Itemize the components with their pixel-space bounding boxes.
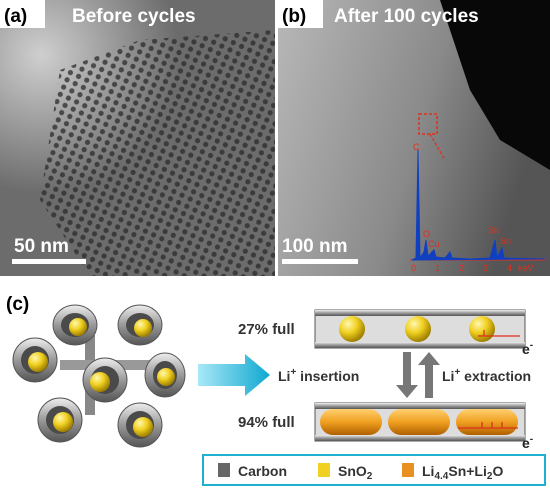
scale-bar <box>12 259 86 264</box>
shape <box>469 316 495 342</box>
shape <box>90 372 110 392</box>
scale-label: 100 nm <box>282 236 347 257</box>
extraction-arrow <box>418 352 440 398</box>
tube-top <box>314 309 526 349</box>
panel-label: (a) <box>4 6 27 27</box>
axis-unit: keV <box>518 263 534 273</box>
axis-label: 1 <box>435 263 440 273</box>
text-part: SnO <box>338 463 367 479</box>
legend-swatch <box>318 463 330 477</box>
legend-label: SnO2 <box>338 463 373 482</box>
axis-label: 2 <box>459 263 464 273</box>
legend-swatch <box>402 463 414 477</box>
label-box <box>278 0 323 28</box>
shape <box>405 316 431 342</box>
shape <box>315 403 525 409</box>
text-part: insertion <box>296 368 359 384</box>
electron-label: e- <box>522 340 533 357</box>
text-part: Carbon <box>238 463 287 479</box>
shape <box>157 368 175 386</box>
text-part: 2 <box>367 471 373 482</box>
shape <box>458 422 518 429</box>
shape <box>69 318 87 336</box>
state-label: 27% full <box>238 321 295 338</box>
text-part: Li <box>278 368 290 384</box>
text-part: 4.4 <box>434 471 448 482</box>
process-arrow <box>198 354 270 396</box>
tube-bottom <box>314 402 526 442</box>
text-part: e <box>522 341 530 357</box>
text-part: Li <box>422 463 434 479</box>
text-part: - <box>530 340 533 351</box>
shape <box>478 330 520 337</box>
text-part: Sn+Li <box>448 463 487 479</box>
peak-label: Cu <box>428 239 440 249</box>
dark-region <box>440 0 550 170</box>
text-part: + <box>454 367 460 378</box>
panel-label: (c) <box>6 294 29 315</box>
text-part: e <box>522 435 530 451</box>
shape <box>53 412 73 432</box>
shape <box>315 435 525 441</box>
panel-c: (c) <box>6 294 546 486</box>
text-part: 2 <box>487 471 493 482</box>
shape <box>315 310 525 316</box>
eds-spectrum <box>411 149 546 261</box>
shape <box>28 318 175 437</box>
scale-bar <box>282 259 358 264</box>
shape <box>456 409 518 435</box>
panel-a: (a) Before cycles 50 nm <box>0 0 275 276</box>
shape <box>28 352 48 372</box>
peak-label: Sn <box>500 236 511 246</box>
cmk-bundle <box>12 304 186 448</box>
peak-label: C <box>413 142 420 152</box>
peak-label: Sn <box>488 225 499 235</box>
panel-title: After 100 cycles <box>334 6 479 27</box>
text-part: extraction <box>460 368 531 384</box>
electron-label: e- <box>522 434 533 451</box>
panel-b: (b) After 100 cycles 100 nm C O Cu Sn Sn… <box>278 0 550 276</box>
insertion-label: Li+ insertion <box>278 367 359 384</box>
shape <box>202 454 546 486</box>
shape <box>134 319 152 337</box>
state-label: 94% full <box>238 414 295 431</box>
insertion-arrow <box>396 352 418 398</box>
text-part: O <box>492 463 503 479</box>
legend-swatch <box>218 463 230 477</box>
shape <box>133 417 153 437</box>
mesopores <box>40 30 275 276</box>
peak-label: O <box>423 229 430 239</box>
panel-title: Before cycles <box>72 6 196 27</box>
panel-label: (b) <box>282 6 306 27</box>
legend: Carbon SnO2 Li4.4Sn+Li2O <box>202 454 546 486</box>
scale-label: 50 nm <box>14 236 69 257</box>
axis-label: 3 <box>483 263 488 273</box>
extraction-label: Li+ extraction <box>442 367 531 384</box>
text-part: Li <box>442 368 454 384</box>
shape <box>388 409 450 435</box>
legend-label: Carbon <box>238 463 287 479</box>
legend-label: Li4.4Sn+Li2O <box>422 463 503 482</box>
shape <box>315 342 525 348</box>
label-box <box>0 0 45 28</box>
axis-label: 0 <box>411 263 416 273</box>
text-part: - <box>530 434 533 445</box>
axis-label: 4 <box>507 263 512 273</box>
text-part: + <box>290 367 296 378</box>
selected-area <box>418 113 438 135</box>
dashed-arrow <box>429 133 446 161</box>
shape <box>339 316 365 342</box>
shape <box>320 409 382 435</box>
